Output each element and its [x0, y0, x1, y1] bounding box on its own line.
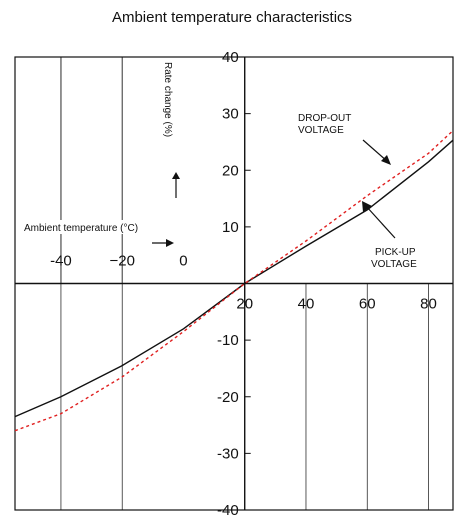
- x-tick-label: −20: [109, 253, 134, 270]
- up-arrow-icon: [172, 172, 180, 179]
- y-tick-label: 30: [222, 106, 239, 123]
- series-line-dropout: [14, 130, 454, 432]
- x-label-background: [20, 220, 165, 234]
- dropout-label-line2: VOLTAGE: [298, 125, 344, 136]
- tick-labels: 40 30 20 10 -10 -20 -30 -40 -40 −20 0 20 40 60 80: [50, 49, 437, 515]
- x-tick-label: 20: [236, 296, 253, 313]
- pickup-label-line2: VOLTAGE: [371, 259, 417, 270]
- y-tick-label: 20: [222, 162, 239, 179]
- axes: [14, 56, 454, 511]
- y-tick-label: -20: [217, 389, 239, 406]
- x-tick-label: 40: [298, 296, 315, 313]
- arrow-icon: [381, 155, 391, 165]
- y-tick-label: -10: [217, 332, 239, 349]
- x-axis-label: Ambient temperature (°C): [24, 223, 138, 234]
- x-tick-label: -40: [50, 253, 72, 270]
- dropout-label-line1: DROP-OUT: [298, 113, 351, 124]
- y-tick-label: -30: [217, 445, 239, 462]
- series-lines: [14, 130, 454, 432]
- pickup-label-line1: PICK-UP: [375, 247, 416, 258]
- x-tick-label: 80: [420, 296, 437, 313]
- arrow-icon: [362, 201, 372, 212]
- x-tick-label: 60: [359, 296, 376, 313]
- series-line-pickup: [14, 139, 454, 418]
- y-tick-label: 40: [222, 49, 239, 66]
- y-tick-label: -40: [217, 502, 239, 515]
- chart-title: Ambient temperature characteristics: [112, 9, 352, 26]
- x-tick-label: 0: [179, 253, 187, 270]
- right-arrow-icon: [166, 239, 174, 247]
- y-tick-label: 10: [222, 219, 239, 236]
- y-axis-label: Rate change (%): [162, 62, 173, 137]
- pickup-arrow-line: [365, 205, 396, 239]
